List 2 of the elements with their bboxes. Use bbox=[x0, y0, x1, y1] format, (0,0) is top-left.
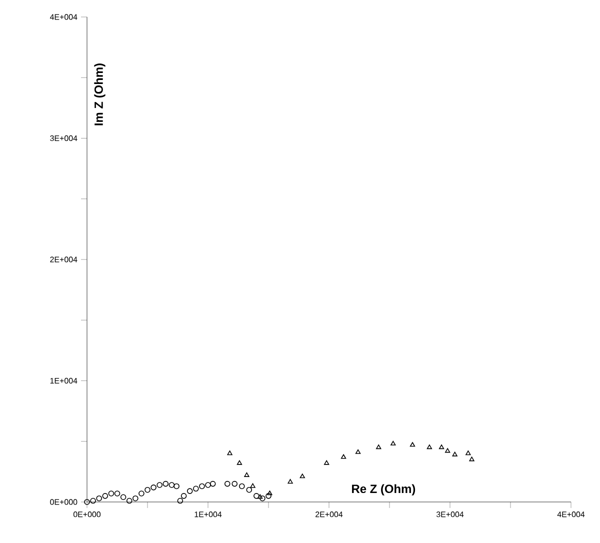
y-axis-title: Im Z (Ohm) bbox=[94, 64, 106, 126]
x-axis-title: Re Z (Ohm) bbox=[352, 484, 416, 496]
